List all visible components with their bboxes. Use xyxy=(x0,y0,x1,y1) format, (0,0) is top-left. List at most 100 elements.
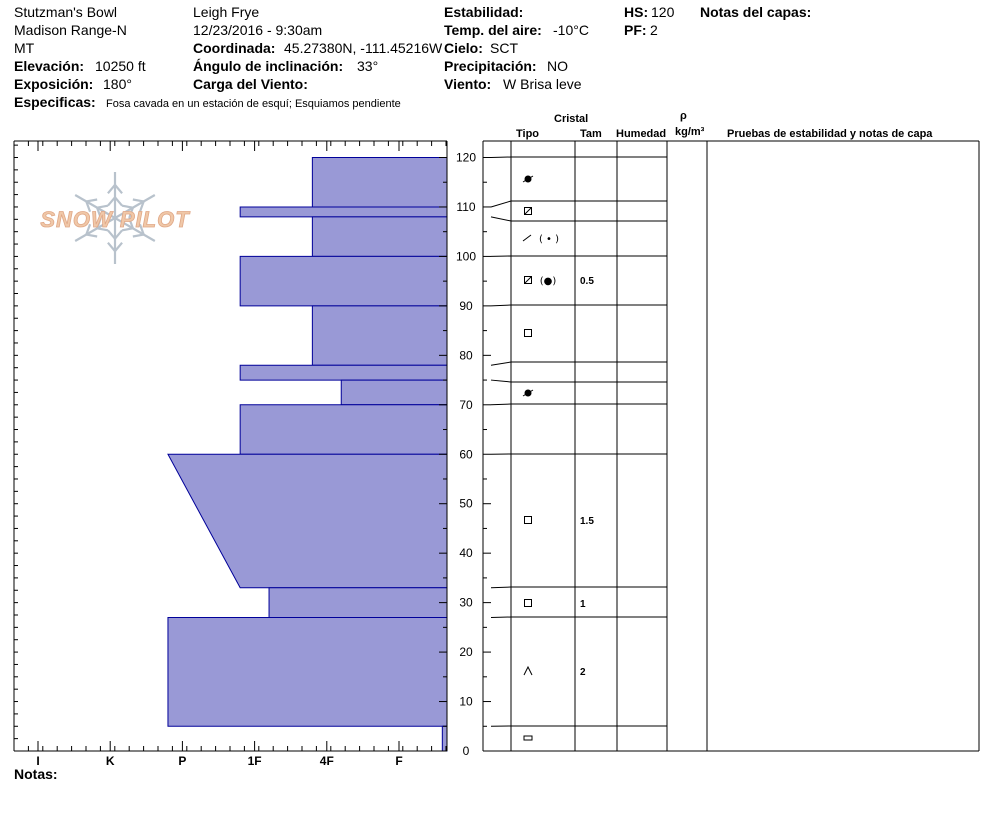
hardness-layer-1 xyxy=(239,206,448,218)
depth-tick-label: 50 xyxy=(459,497,473,511)
elevation-label: Elevación: xyxy=(14,58,85,74)
hs-value: 120 xyxy=(651,4,675,20)
wind-load-label: Carga del Viento: xyxy=(193,76,308,92)
boundary-connector xyxy=(490,216,512,222)
slope-value: 33° xyxy=(357,58,379,74)
hardness-tick-label: 4F xyxy=(320,754,334,768)
crystal-depth-hoar-icon xyxy=(523,665,533,676)
precip-label: Precipitación: xyxy=(444,58,537,74)
crystal-symbols: ( • ) (●) 0.5 1.5 1 2 xyxy=(522,175,594,741)
moisture-header: Humedad xyxy=(616,128,667,140)
notes-label: Notas: xyxy=(14,766,58,782)
crystal-faceted-rounded-melt-icon: (●) xyxy=(524,276,557,287)
boundary-connector xyxy=(490,156,512,158)
snow-profile-chart: SNOW PILOT 0 10 20 30 40 50 60 70 80 90 100 110 1 2 0 … xyxy=(13,140,980,768)
hs-label: HS: xyxy=(624,4,649,20)
logo-text: SNOW PILOT xyxy=(40,207,190,232)
depth-tick-label: 10 xyxy=(459,695,473,709)
boundary-connector xyxy=(490,361,512,366)
hardness-layer-9 xyxy=(268,587,448,618)
depth-tick-label: 80 xyxy=(459,348,473,362)
specifics-label: Especificas: xyxy=(14,94,96,110)
pf-value: 2 xyxy=(650,22,658,38)
tests-header: Pruebas de estabilidad y notas de capa xyxy=(727,128,933,140)
hardness-layer-2 xyxy=(311,216,448,257)
elevation-value: 10250 ft xyxy=(95,58,146,74)
sky-label: Cielo: xyxy=(444,40,483,56)
boundary-connector xyxy=(490,379,512,383)
crystal-rounded-faceted-icon xyxy=(522,389,534,397)
crystal-faceted-icon xyxy=(524,599,532,607)
hardness-layer-10 xyxy=(167,616,448,727)
hardness-tick-label: F xyxy=(395,754,402,768)
coord-value: 45.27380N, -111.45216W xyxy=(284,40,443,56)
depth-axis: 0 10 20 30 40 50 60 70 80 90 100 110 120 xyxy=(439,151,491,758)
hardness-layer-6 xyxy=(340,379,448,406)
crystal-faceted-rounded-icon xyxy=(524,207,532,215)
slope-label: Ángulo de inclinación: xyxy=(193,58,344,74)
size-header: Tam xyxy=(580,128,602,140)
svg-text:(●): (●) xyxy=(540,276,557,287)
depth-tick-label: 60 xyxy=(459,447,473,461)
depth-tick-label: 90 xyxy=(459,299,473,313)
location: Stutzman's Bowl xyxy=(14,4,118,20)
type-header: Tipo xyxy=(516,128,540,140)
stability-label: Estabilidad: xyxy=(444,4,524,20)
hardness-layer-3 xyxy=(239,255,448,307)
state: MT xyxy=(14,40,35,56)
wind-label: Viento: xyxy=(444,76,492,92)
boundary-connector xyxy=(490,403,512,406)
boundary-connector xyxy=(490,200,512,208)
datetime: 12/23/2016 - 9:30am xyxy=(193,22,323,38)
air-temp-label: Temp. del aire: xyxy=(444,22,542,38)
hardness-layer-0 xyxy=(311,157,448,208)
sky-value: SCT xyxy=(490,40,518,56)
rho-header: ρ xyxy=(680,110,687,122)
crystal-header: Cristal xyxy=(554,113,589,125)
depth-tick-label: 0 xyxy=(463,744,470,758)
wind-value: W Brisa leve xyxy=(503,76,582,92)
observer: Leigh Frye xyxy=(193,4,260,20)
pf-label: PF: xyxy=(624,22,647,38)
depth-tick-label: 120 xyxy=(456,151,476,165)
hardness-tick-label: 1F xyxy=(248,754,262,768)
specifics-value: Fosa cavada en un estación de esquí; Esq… xyxy=(106,98,401,110)
svg-text:( • ): ( • ) xyxy=(539,234,559,245)
density-header: kg/m³ xyxy=(675,126,705,138)
layer-notes-label: Notas del capas: xyxy=(700,4,812,20)
crystal-size-label: 0.5 xyxy=(580,276,594,287)
crystal-rounded-faceted-icon xyxy=(522,175,534,183)
aspect-label: Exposición: xyxy=(14,76,94,92)
crystal-size-label: 1.5 xyxy=(580,516,594,527)
aspect-value: 180° xyxy=(103,76,132,92)
hardness-layer-4 xyxy=(311,305,448,366)
hardness-frame xyxy=(13,140,448,752)
boundary-connector xyxy=(490,586,512,589)
depth-tick-label: 40 xyxy=(459,546,473,560)
range: Madison Range-N xyxy=(14,22,127,38)
crystal-crust-icon xyxy=(523,735,533,741)
hardness-tick-label: I xyxy=(36,754,39,768)
depth-tick-label: 20 xyxy=(459,645,473,659)
hardness-layer-8 xyxy=(167,453,448,589)
depth-tick-label: 70 xyxy=(459,398,473,412)
precip-value: NO xyxy=(547,58,568,74)
snowpilot-logo: SNOW PILOT xyxy=(40,172,190,264)
crystal-size-label: 1 xyxy=(580,599,586,610)
hardness-tick-label: P xyxy=(178,754,186,768)
hardness-tick-label: K xyxy=(106,754,115,768)
depth-tick-label: 30 xyxy=(459,596,473,610)
crystal-size-label: 2 xyxy=(580,667,586,678)
layer-table xyxy=(482,140,980,752)
depth-tick-label: 100 xyxy=(456,249,476,263)
snowflake-icon xyxy=(74,172,156,264)
coord-label: Coordinada: xyxy=(193,40,276,56)
boundary-connector xyxy=(490,304,512,307)
crystal-decomposing-fragments-icon: ( • ) xyxy=(522,234,559,245)
hardness-layer-5 xyxy=(239,364,448,381)
hardness-profile xyxy=(167,157,448,752)
air-temp-value: -10°C xyxy=(553,22,589,38)
depth-tick-label: 110 xyxy=(456,200,475,214)
crystal-faceted-icon xyxy=(524,329,532,337)
hardness-axis: I K P 1F 4F F xyxy=(36,754,402,768)
